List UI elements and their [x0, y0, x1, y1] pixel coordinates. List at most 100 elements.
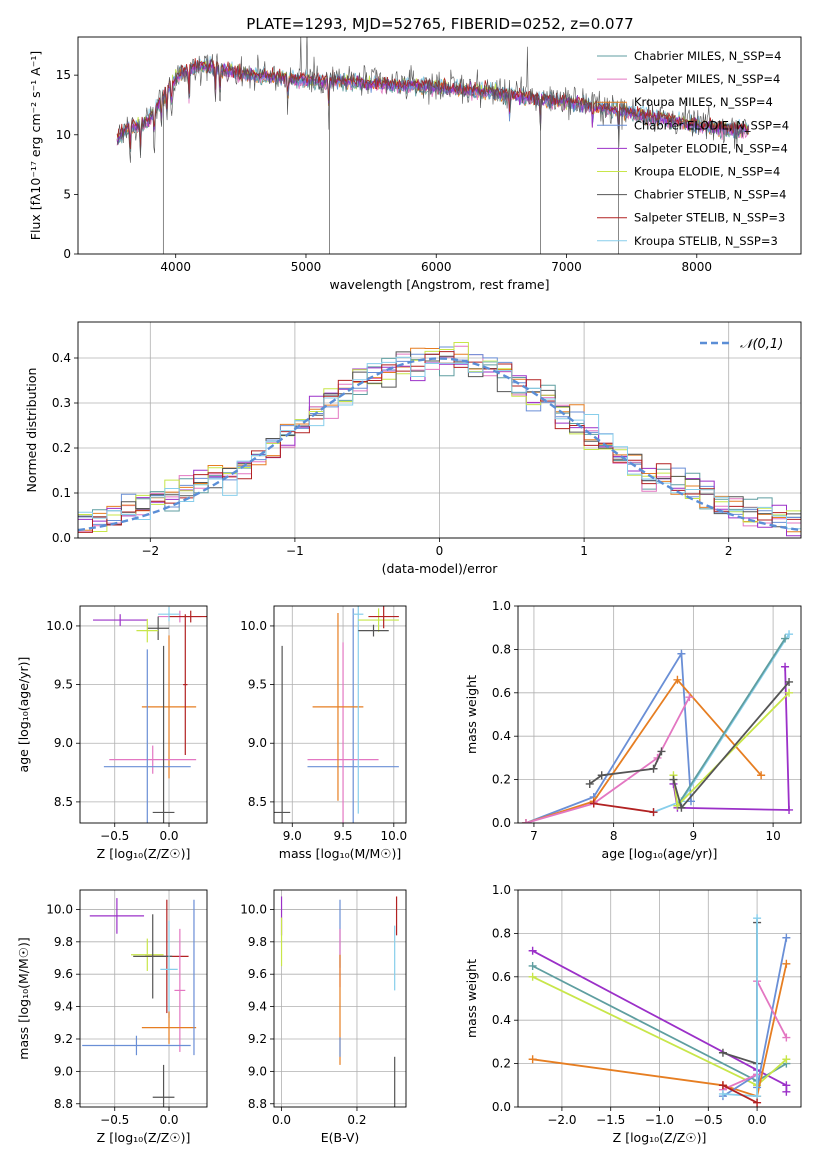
y-tick-label: 15 [56, 68, 71, 82]
y-axis-label: mass [log₁₀(M/M☉)] [16, 937, 31, 1059]
weight-marker [528, 961, 537, 970]
weight-line-2 [525, 696, 691, 823]
y-tick-label: 0.4 [52, 351, 71, 365]
x-axis-label: age [log₁₀(age/yr)] [602, 846, 718, 861]
weight-line-7 [589, 751, 663, 785]
histogram-series-6 [78, 351, 801, 528]
weight-marker [669, 775, 678, 784]
legend-label-normal: 𝒩(0,1) [740, 337, 783, 352]
spectrum-legend: Chabrier MILES, N_SSP=4 Salpeter MILES, N… [597, 49, 789, 248]
weight-marker [753, 914, 762, 923]
y-axis-label: Normed distribution [24, 368, 39, 493]
legend-label-8: Kroupa STELIB, N_SSP=3 [634, 234, 778, 248]
y-tick-label: 0.8 [492, 926, 511, 940]
y-tick-label: 9.8 [248, 935, 267, 949]
x-tick-label: 0.0 [272, 1113, 291, 1127]
plot-area-age_vs_Z [93, 607, 207, 823]
y-tick-label: 9.2 [248, 1032, 267, 1046]
weight-marker [782, 1087, 791, 1096]
x-tick-label: −1.0 [645, 1113, 674, 1127]
legend-label-1: Salpeter MILES, N_SSP=4 [634, 72, 780, 86]
y-tick-label: 9.8 [54, 935, 73, 949]
x-tick-label: 10 [765, 829, 780, 843]
panel-weight_vs_Z: −2.0 −1.5 −1.0 −0.5 0.0 0.0 0.2 0.4 0.6 0.8 1.0 Z [… [464, 883, 802, 1145]
weight-marker [782, 1033, 791, 1042]
x-axis-label: mass [log₁₀(M/M☉)] [279, 846, 401, 861]
weight-marker [781, 662, 790, 671]
y-tick-label: 10.0 [240, 902, 267, 916]
x-tick-label: 0.0 [159, 1113, 178, 1127]
y-tick-label: 10.0 [46, 619, 73, 633]
axes-frame [517, 605, 802, 824]
weight-marker [782, 959, 791, 968]
panel-mass_vs_Z: −0.5 0.0 8.8 9.0 9.2 9.4 9.6 9.8 10.0 Z [log₁₀(Z/… [16, 889, 208, 1145]
y-tick-label: 0.2 [492, 773, 511, 787]
y-tick-label: 9.0 [248, 1064, 267, 1078]
figure-title: PLATE=1293, MJD=52765, FIBERID=0252, z=0… [246, 15, 633, 33]
y-tick-label: 8.8 [54, 1097, 73, 1111]
y-tick-label: 8.5 [248, 795, 267, 809]
x-tick-label: 9.0 [283, 829, 302, 843]
panel-age_vs_mass: 9.0 9.5 10.0 8.5 9.0 9.5 10.0 mass [log₁₀(M/M☉)… [240, 605, 407, 861]
x-tick-label: 1 [580, 544, 588, 558]
y-tick-label: 9.4 [248, 1000, 267, 1014]
x-tick-label: 4000 [160, 260, 191, 274]
y-tick-label: 1.0 [492, 883, 511, 897]
weight-marker [785, 677, 794, 686]
weight-line-8 [593, 802, 654, 813]
axes-frame [77, 36, 802, 255]
weight-line-0 [525, 650, 692, 823]
weight-marker [528, 1055, 537, 1064]
y-tick-label: 1.0 [492, 599, 511, 613]
x-tick-label: 0.0 [159, 829, 178, 843]
x-tick-label: 0.2 [347, 1113, 366, 1127]
weight-marker [785, 630, 794, 639]
legend-label-0: Chabrier MILES, N_SSP=4 [634, 49, 781, 63]
panel-weight_vs_age: 7 8 9 10 0.0 0.2 0.4 0.6 0.8 1.0 age [log₁₀(age/yr… [464, 599, 802, 861]
plot-area-age_vs_mass [274, 606, 399, 823]
axes-frame [79, 605, 208, 824]
y-tick-label: 10.0 [46, 902, 73, 916]
weight-line-8 [722, 1084, 758, 1104]
panel-age_vs_Z: −0.5 0.0 8.5 9.0 9.5 10.0 Z [log₁₀(Z/Z☉)] age [… [16, 605, 208, 861]
plot-area-spectrum [116, 37, 749, 254]
y-tick-label: 9.0 [54, 736, 73, 750]
legend-label-3: Chabrier ELODIE, N_SSP=4 [634, 118, 789, 132]
x-tick-label: 0.0 [748, 1113, 767, 1127]
y-tick-label: 0.6 [492, 686, 511, 700]
weight-marker [528, 972, 537, 981]
x-tick-label: −1.5 [596, 1113, 625, 1127]
y-tick-label: 9.2 [54, 1032, 73, 1046]
plot-area-mass_vs_EBV [280, 896, 398, 1107]
y-axis-label: mass weight [464, 959, 479, 1038]
y-tick-label: 8.8 [248, 1097, 267, 1111]
plot-area-weight_vs_age [521, 630, 794, 823]
weight-line-1 [525, 678, 762, 823]
weight-marker [673, 675, 682, 684]
weight-marker [597, 771, 606, 780]
weight-marker [785, 805, 794, 814]
panel-mass_vs_EBV: 0.0 0.2 8.8 9.0 9.2 9.4 9.6 9.8 10.0 E(B-V) [240, 889, 407, 1145]
x-tick-label: 2 [725, 544, 733, 558]
y-axis-label: mass weight [464, 675, 479, 754]
normal-curve [78, 357, 801, 532]
y-tick-label: 9.5 [54, 678, 73, 692]
axes-frame [77, 321, 802, 539]
weight-marker [753, 1098, 762, 1107]
weight-marker [785, 688, 794, 697]
weight-marker [521, 819, 530, 823]
weight-marker [782, 933, 791, 942]
weight-marker [757, 771, 766, 780]
spectrum-line-6 [116, 37, 749, 163]
weight-line-3 [532, 963, 788, 1098]
axes-frame [273, 605, 407, 824]
y-axis-label: age [log₁₀(age/yr)] [16, 657, 31, 773]
y-tick-label: 10.0 [240, 619, 267, 633]
weight-line-5 [676, 638, 786, 807]
weight-marker [686, 797, 695, 806]
x-tick-label: −0.5 [100, 829, 129, 843]
x-axis-label: wavelength [Angstrom, rest frame] [329, 277, 549, 292]
y-tick-label: 9.0 [54, 1064, 73, 1078]
y-tick-label: 0.3 [52, 396, 71, 410]
